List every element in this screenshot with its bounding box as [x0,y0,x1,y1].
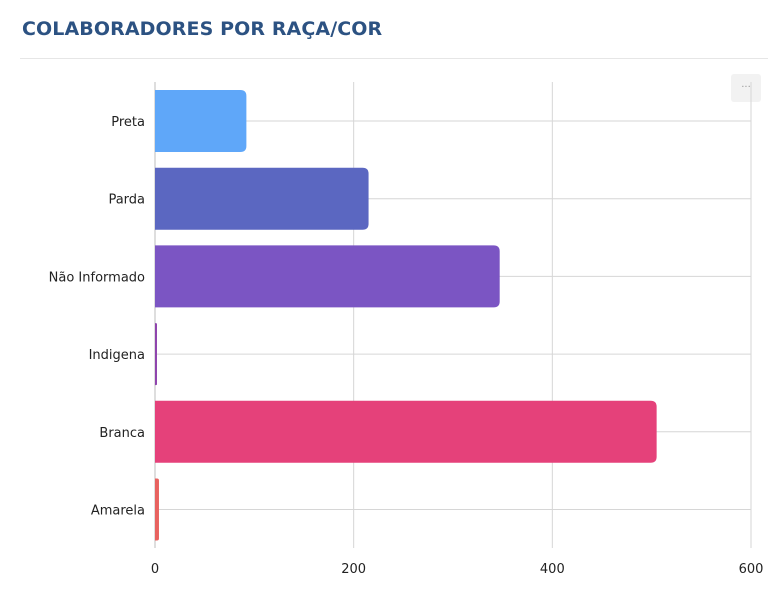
bar-amarela [155,478,159,541]
x-tick-label: 0 [151,562,159,577]
bar-preta [155,90,247,152]
bar-não-informado [155,245,500,308]
category-label: Branca [99,426,145,441]
x-tick-label: 400 [540,562,565,577]
chart-title: COLABORADORES POR RAÇA/COR [22,18,383,40]
category-label: Preta [111,115,145,130]
bar-parda [155,167,369,230]
category-label: Indigena [89,348,145,363]
category-label: Parda [108,193,145,208]
bar-indigena [155,323,157,386]
category-label: Não Informado [49,270,145,285]
bar-branca [155,400,657,463]
chart-menu-button[interactable]: ··· [731,74,761,102]
x-tick-label: 200 [341,562,366,577]
category-label: Amarela [91,504,145,519]
ellipsis-icon: ··· [741,82,751,93]
title-divider [20,58,768,59]
x-tick-label: 600 [739,562,764,577]
